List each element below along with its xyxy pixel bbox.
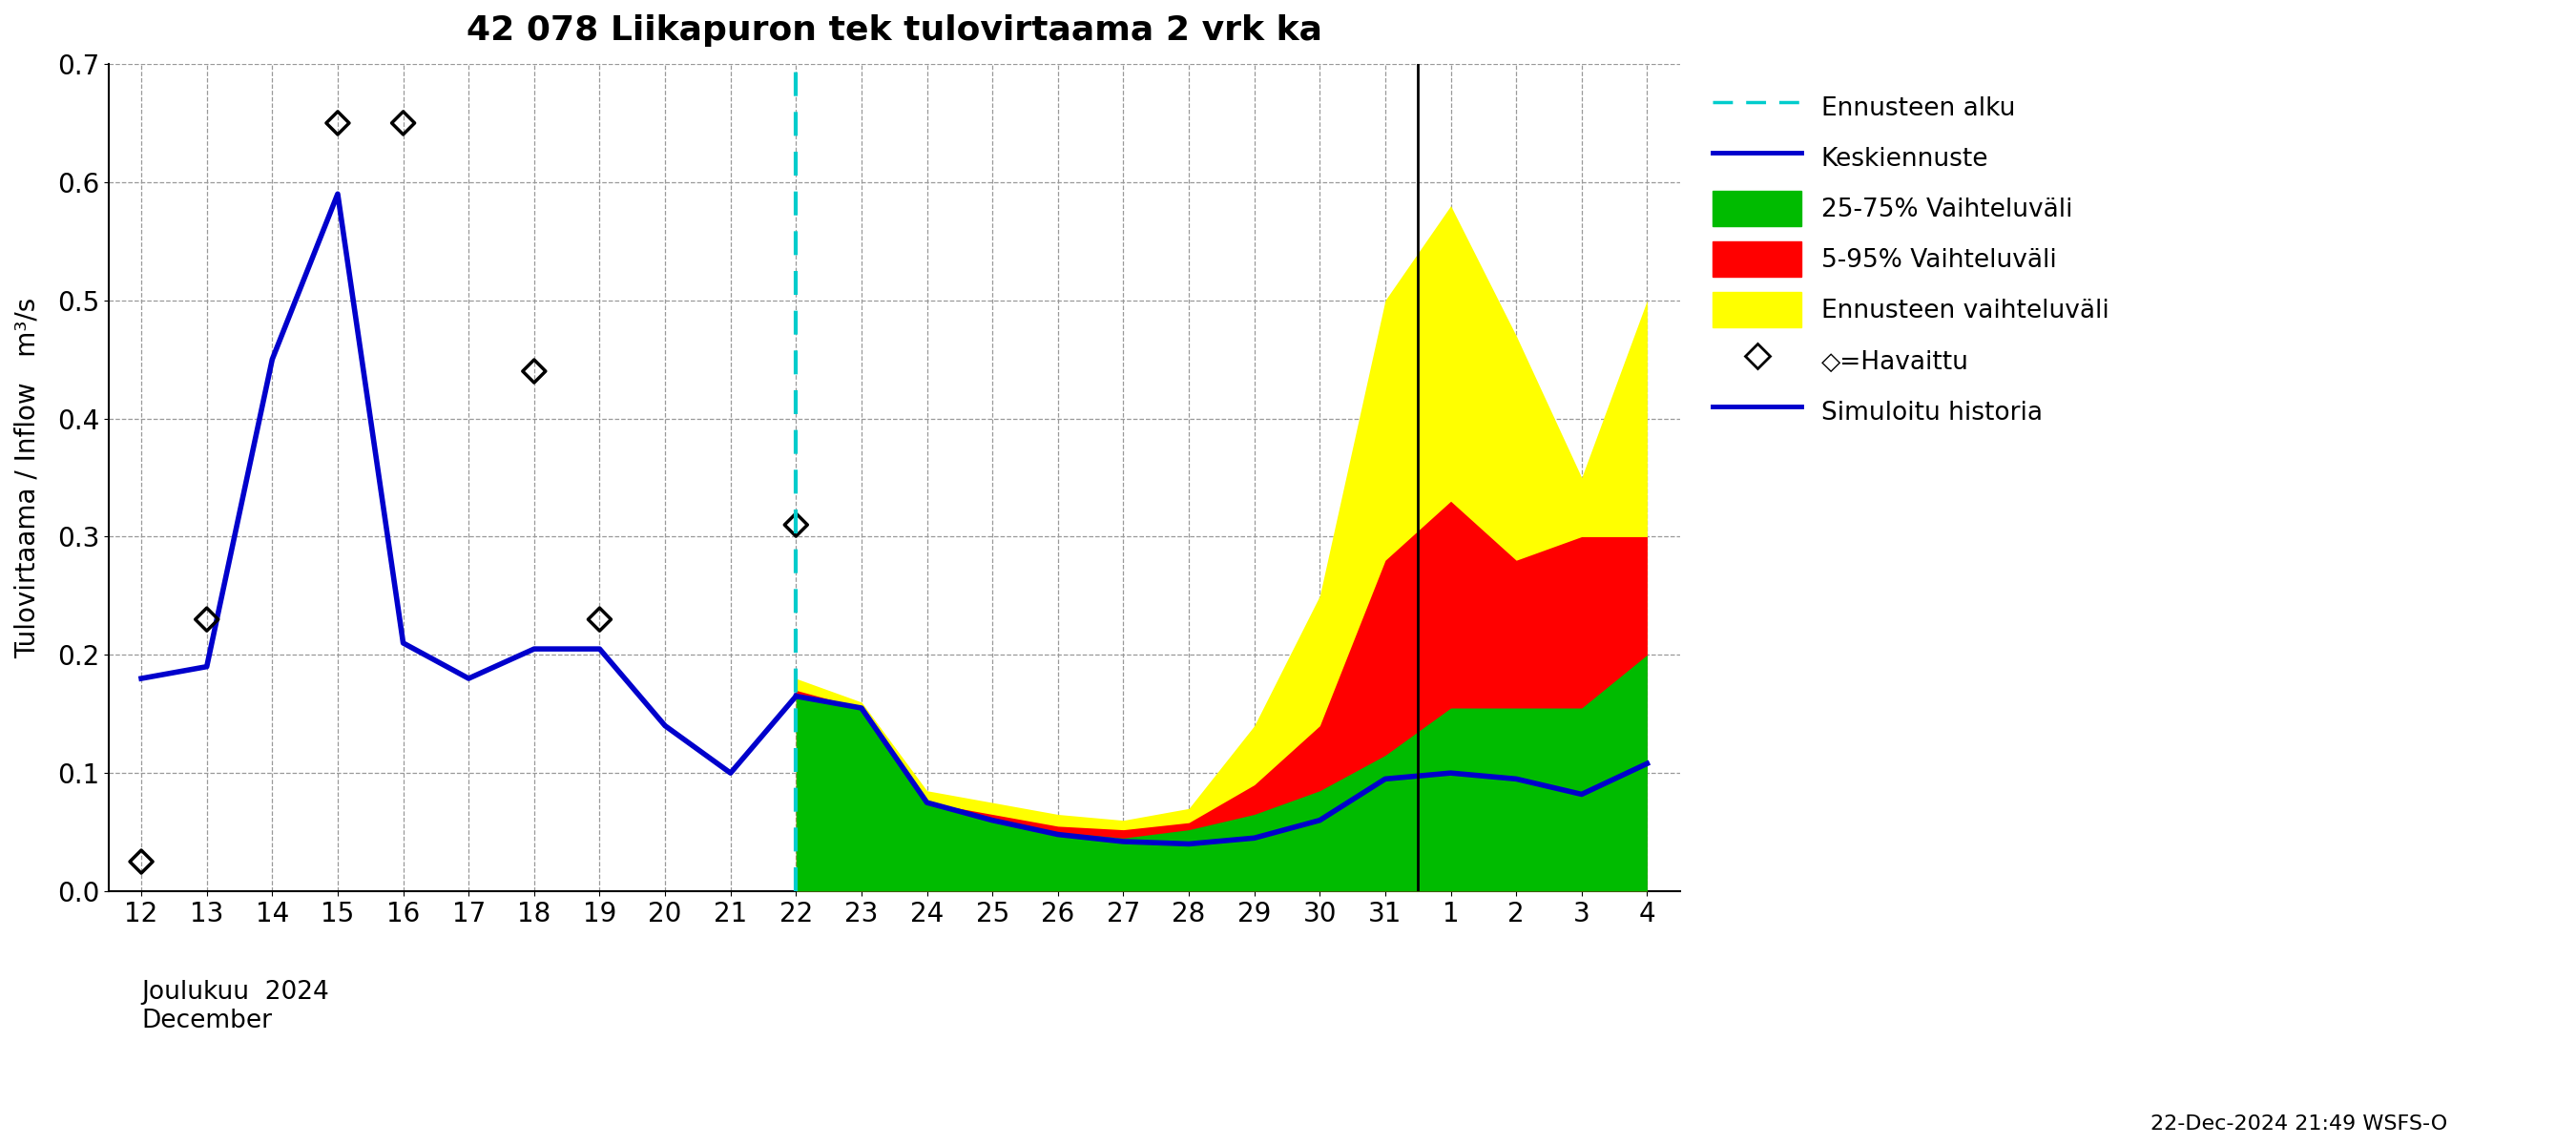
Title: 42 078 Liikapuron tek tulovirtaama 2 vrk ka: 42 078 Liikapuron tek tulovirtaama 2 vrk… (466, 14, 1321, 47)
Text: Joulukuu  2024
December: Joulukuu 2024 December (142, 980, 330, 1033)
Text: 22-Dec-2024 21:49 WSFS-O: 22-Dec-2024 21:49 WSFS-O (2151, 1114, 2447, 1134)
Point (775, 515, 817, 534)
Point (185, 610, 227, 629)
Point (384, 113, 425, 132)
Point (580, 610, 621, 629)
Point (317, 113, 358, 132)
Y-axis label: Tulovirtaama / Inflow   m³/s: Tulovirtaama / Inflow m³/s (15, 297, 41, 658)
Legend: Ennusteen alku, Keskiennuste, 25-75% Vaihteluväli, 5-95% Vaihteluväli, Ennusteen: Ennusteen alku, Keskiennuste, 25-75% Vai… (1700, 77, 2123, 442)
Point (121, 853, 162, 871)
Point (513, 362, 554, 380)
